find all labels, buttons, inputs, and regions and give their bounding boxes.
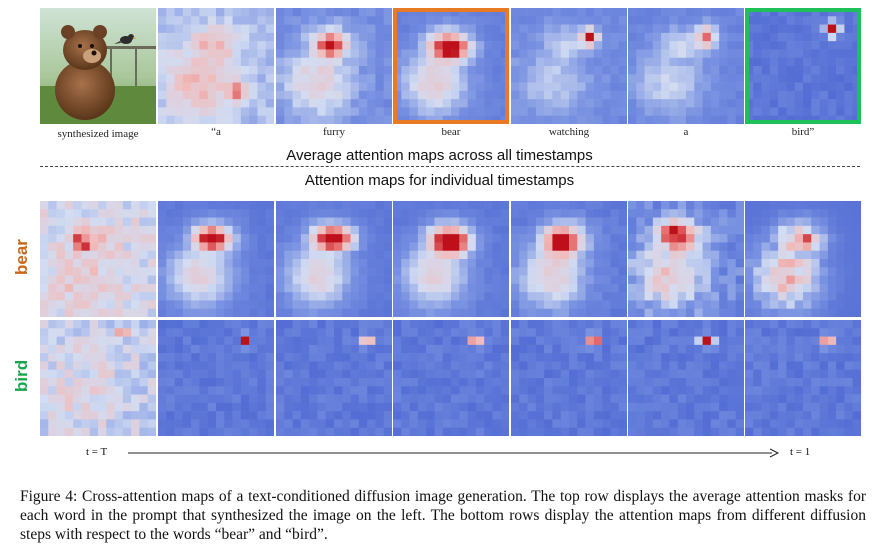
time-label-end: t = 1 <box>790 446 811 458</box>
caption-word-a: a <box>683 126 689 138</box>
caption-word-bear: bear <box>441 126 461 138</box>
avg-map-a-open <box>158 8 274 124</box>
caption-word-furry: furry <box>323 126 345 138</box>
time-arrow <box>128 448 780 458</box>
bear-step-5 <box>511 201 627 317</box>
avg-map-watching <box>511 8 627 124</box>
avg-map-furry-svg <box>276 8 392 124</box>
bear-step-6-svg <box>628 201 744 317</box>
avg-map-bird <box>745 8 861 124</box>
caption-synthesized-image: synthesized image <box>57 128 139 140</box>
bird-step-6 <box>628 320 744 436</box>
bird-step-6-svg <box>628 320 744 436</box>
bird-step-1 <box>40 320 156 436</box>
bear-step-5-svg <box>511 201 627 317</box>
caption-word-bird: bird” <box>791 126 815 138</box>
synthesized-image-picture <box>40 8 156 124</box>
bear-step-4 <box>393 201 509 317</box>
caption-word-watching: watching <box>548 126 590 138</box>
bear-step-1 <box>40 201 156 317</box>
row-label-bird: bird <box>12 359 31 392</box>
avg-map-a <box>628 8 744 124</box>
bird-step-7 <box>745 320 861 436</box>
section-divider <box>40 166 860 167</box>
bird-step-2 <box>158 320 274 436</box>
bear-step-7 <box>745 201 861 317</box>
bird-step-3 <box>276 320 392 436</box>
bear-step-2 <box>158 201 274 317</box>
bird-step-4-svg <box>393 320 509 436</box>
bear-step-7-svg <box>745 201 861 317</box>
bird-step-2-svg <box>158 320 274 436</box>
bird-step-5 <box>511 320 627 436</box>
bear-step-4-svg <box>393 201 509 317</box>
caption-word-a-open: “a <box>211 126 221 138</box>
avg-map-furry <box>276 8 392 124</box>
avg-map-watching-svg <box>511 8 627 124</box>
bear-step-3 <box>276 201 392 317</box>
row-label-bear: bear <box>12 239 31 275</box>
time-label-start: t = T <box>86 446 108 458</box>
avg-map-bear <box>393 8 509 124</box>
bird-step-1-svg <box>40 320 156 436</box>
bear-step-3-svg <box>276 201 392 317</box>
figure-caption: Figure 4: Cross-attention maps of a text… <box>20 488 866 543</box>
heading-average-maps: Average attention maps across all timest… <box>286 147 593 164</box>
avg-map-a-open-svg <box>158 8 274 124</box>
avg-map-bear-svg <box>393 8 509 124</box>
bear-step-2-svg <box>158 201 274 317</box>
bear-step-6 <box>628 201 744 317</box>
bird-step-3-svg <box>276 320 392 436</box>
bird-step-7-svg <box>745 320 861 436</box>
bird-step-5-svg <box>511 320 627 436</box>
avg-map-bird-svg <box>745 8 861 124</box>
bear-step-1-svg <box>40 201 156 317</box>
synthesized-image <box>40 8 156 124</box>
avg-map-a-svg <box>628 8 744 124</box>
heading-individual-maps: Attention maps for individual timestamps <box>304 172 575 189</box>
bird-step-4 <box>393 320 509 436</box>
